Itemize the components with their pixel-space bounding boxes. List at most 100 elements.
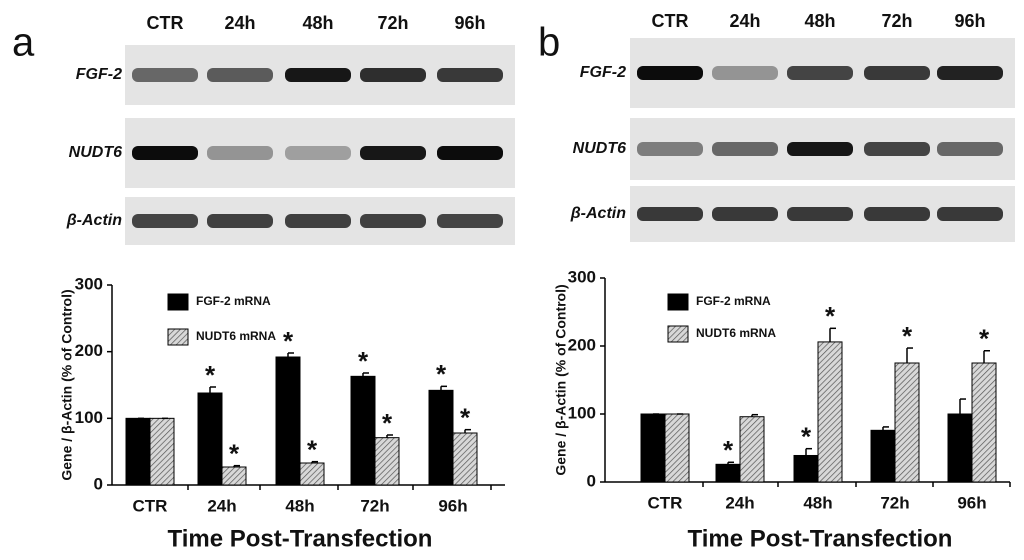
gel-band [864,142,930,156]
bar [197,392,223,486]
bar [149,417,175,486]
lane-label: CTR [652,11,689,31]
lane-label: 48h [302,13,333,33]
gel: CTR 24h 48h 72h 96h FGF-2 NUDT6 β-Actin [66,13,515,245]
x-tick-label: 96h [438,496,467,515]
gel-band [437,68,503,82]
gel-band [787,207,853,221]
gel-band [437,146,503,160]
gel-band [285,68,351,82]
panel: b CTR 24h 48h 72h 96h FGF-2 NUDT6 β-Actin 0 100 200… [538,11,1015,552]
y-tick-label: 0 [94,474,103,493]
x-tick-label: 48h [803,493,832,512]
bar [870,429,896,483]
legend-label: NUDT6 mRNA [196,329,276,343]
y-tick-label: 200 [568,335,596,354]
gel-band [864,66,930,80]
significance-marker: * [382,408,393,438]
gel-band [437,214,503,228]
gel-band [787,142,853,156]
significance-marker: * [358,346,369,376]
gel-band [207,68,273,82]
y-tick-label: 300 [75,274,103,293]
bar [275,356,301,486]
gel-band [937,142,1003,156]
legend-swatch [667,325,689,343]
significance-marker: * [283,326,294,356]
significance-marker: * [307,435,318,465]
gene-label: FGF-2 [580,64,626,81]
bar [299,462,325,486]
gel-band [637,207,703,221]
significance-marker: * [205,360,216,390]
panel-letter: b [538,21,560,65]
bar [452,432,478,486]
lane-label: 72h [881,11,912,31]
legend-label: FGF-2 mRNA [696,294,771,308]
panel: a CTR 24h 48h 72h 96h FGF-2 NUDT6 β-Actin 0 100 200… [12,13,515,552]
x-tick-label: 72h [360,496,389,515]
gel-band [712,207,778,221]
gel-band [937,66,1003,80]
lane-label: 96h [454,13,485,33]
gel-band [712,142,778,156]
y-tick-label: 100 [568,403,596,422]
x-axis-title: Time Post-Transfection [688,525,953,552]
y-tick-label: 0 [587,471,596,490]
gene-label: β-Actin [66,212,122,229]
significance-marker: * [723,435,734,465]
bar [894,362,920,483]
lane-label: 72h [377,13,408,33]
legend-swatch [167,328,189,346]
significance-marker: * [229,439,240,469]
bar [739,416,765,483]
bar [374,437,400,486]
gene-label: NUDT6 [69,144,122,161]
gel-band [360,214,426,228]
x-tick-label: 24h [725,493,754,512]
gel-band [207,214,273,228]
significance-marker: * [979,324,990,354]
x-tick-label: 24h [207,496,236,515]
lane-label: 96h [954,11,985,31]
bar [664,413,690,483]
bar [971,362,997,483]
y-axis-title: Gene / β-Actin (% of Control) [553,284,569,475]
gene-label: β-Actin [570,205,626,222]
x-axis-title: Time Post-Transfection [168,525,433,552]
lane-label: 48h [804,11,835,31]
significance-marker: * [902,321,913,351]
lane-label: 24h [224,13,255,33]
lane-label: CTR [147,13,184,33]
x-tick-label: 48h [285,496,314,515]
bar [640,413,666,483]
significance-marker: * [436,359,447,389]
y-tick-label: 100 [75,408,103,427]
gel: CTR 24h 48h 72h 96h FGF-2 NUDT6 β-Actin [570,11,1015,242]
gel-band [285,146,351,160]
bar [817,341,843,483]
y-axis-title: Gene / β-Actin (% of Control) [59,289,75,480]
significance-marker: * [825,301,836,331]
bar [221,466,247,486]
gel-band [360,146,426,160]
y-tick-label: 200 [75,341,103,360]
gene-label: FGF-2 [76,66,122,83]
panel-letter: a [12,21,35,65]
gel-band [637,66,703,80]
bar [793,454,819,483]
gel-band [285,214,351,228]
bar [125,417,151,486]
legend-label: NUDT6 mRNA [696,326,776,340]
legend-label: FGF-2 mRNA [196,294,271,308]
bar [428,389,454,486]
significance-marker: * [801,422,812,452]
bar [947,413,973,483]
y-tick-label: 300 [568,267,596,286]
gel-band [864,207,930,221]
bar [715,463,741,483]
x-tick-label: 72h [880,493,909,512]
significance-marker: * [460,403,471,433]
